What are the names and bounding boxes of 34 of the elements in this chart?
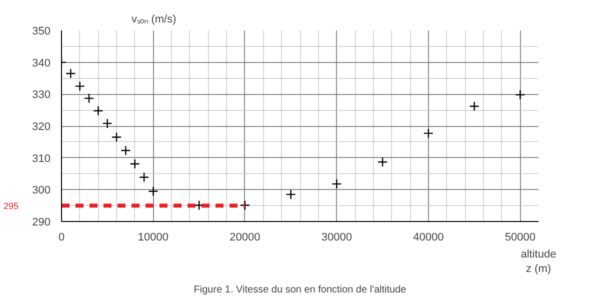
point (138, 172, 150, 182)
point (148, 186, 158, 196)
y-tick-label: 320 (32, 121, 51, 133)
y-tick-label: 340 (32, 57, 51, 70)
point (120, 145, 131, 156)
y-tick-label: 300 (32, 184, 51, 197)
y-axis-title: vₛₒₙ (m/s) (132, 14, 176, 26)
point (66, 68, 76, 79)
point (111, 132, 122, 142)
point (286, 189, 296, 200)
point (84, 93, 94, 104)
x-tick-label: 40000 (413, 232, 444, 244)
x-axis-title: altitude z (m) (520, 248, 556, 275)
x-tick-label: 50000 (504, 232, 536, 244)
point (93, 106, 104, 116)
point (423, 128, 434, 138)
y-tick-label: 290 (32, 216, 51, 228)
text: Figure 1. Vitesse du son en fonction de l'altitude (194, 284, 407, 296)
x-tick-label: 0 (58, 232, 65, 244)
x-tick-label: 20000 (230, 232, 260, 244)
point (102, 118, 112, 129)
point (74, 81, 85, 92)
point (240, 200, 250, 210)
point (469, 101, 480, 112)
y-tick-label: 330 (32, 89, 51, 102)
text: 295 (3, 201, 19, 212)
x-tick-label: 10000 (138, 232, 169, 244)
x-tick-label: 30000 (321, 232, 352, 244)
y-tick-label: 350 (32, 26, 51, 38)
point (515, 90, 526, 100)
point (377, 156, 388, 168)
y-tick-label: 310 (32, 152, 51, 165)
point (130, 158, 140, 169)
point (332, 178, 342, 190)
